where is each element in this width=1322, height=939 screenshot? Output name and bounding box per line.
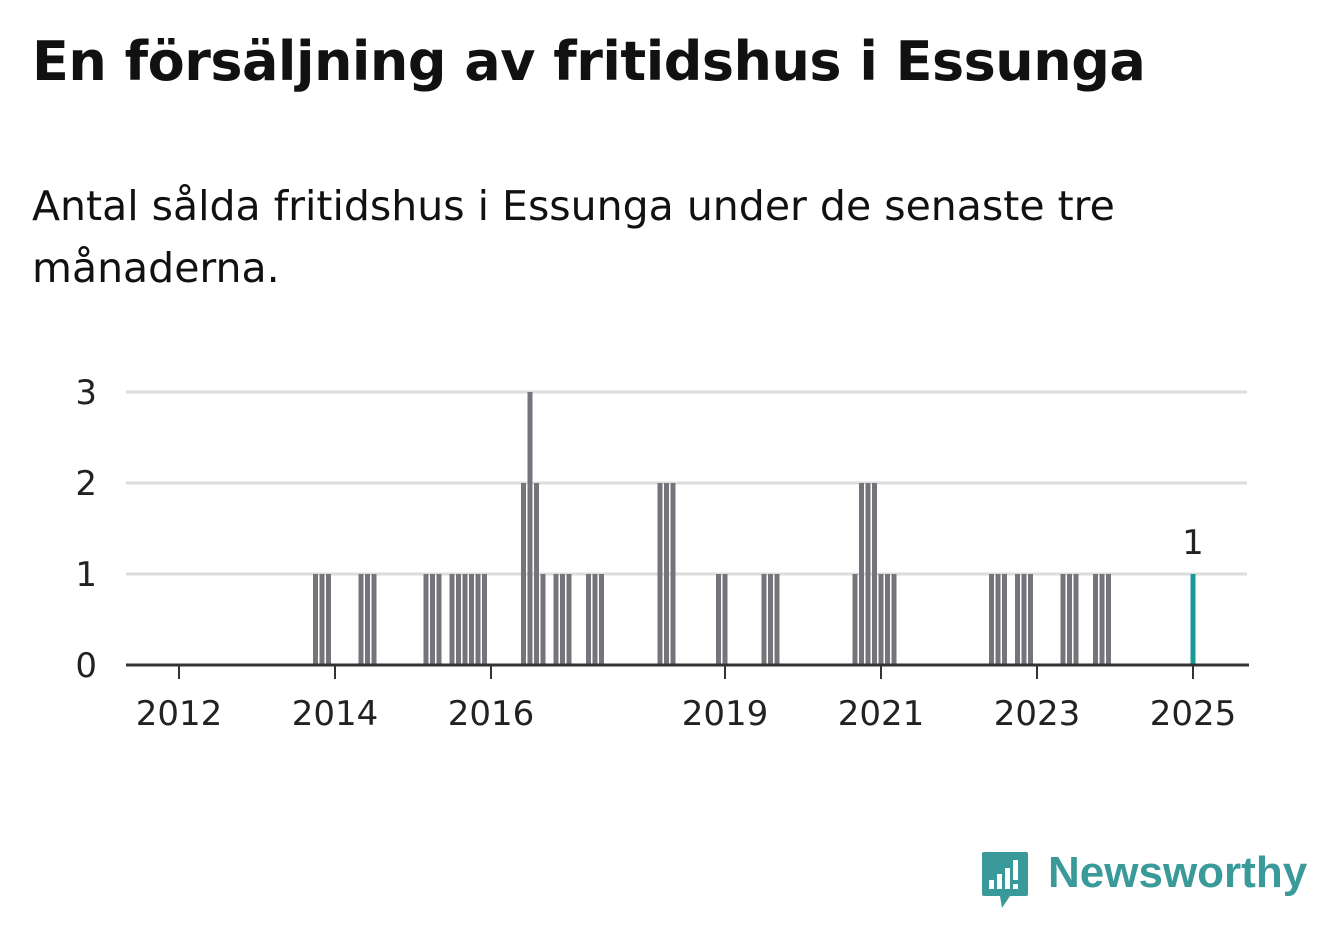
- bar: [761, 574, 767, 665]
- bar: [326, 574, 331, 665]
- bar: [670, 483, 676, 665]
- bar: [475, 574, 481, 665]
- bar: [1099, 574, 1105, 665]
- bar: [358, 574, 364, 665]
- bar: [540, 574, 546, 665]
- bar: [423, 574, 429, 665]
- bar: [865, 483, 871, 665]
- bar: [1060, 574, 1066, 665]
- x-tick-label: 2014: [292, 694, 379, 734]
- bar: [521, 483, 526, 665]
- bar: [1028, 574, 1033, 665]
- brand-name: Newsworthy: [1048, 848, 1308, 897]
- bar: [664, 483, 669, 665]
- y-tick-label: 1: [75, 555, 97, 595]
- bar: [534, 483, 539, 665]
- bar: [1106, 574, 1111, 665]
- x-tick-label: 2021: [838, 694, 925, 734]
- bar: [566, 574, 572, 665]
- bar: [462, 574, 468, 665]
- x-tick-label: 2019: [682, 694, 769, 734]
- bar: [878, 574, 884, 665]
- axes: [126, 663, 1249, 679]
- x-tick-label: 2023: [994, 694, 1081, 734]
- bar: [1073, 574, 1079, 665]
- bar: [436, 574, 442, 665]
- bar: [1015, 574, 1020, 665]
- bar: [1067, 574, 1072, 665]
- bar: [995, 574, 1001, 665]
- bar: [365, 574, 370, 665]
- bar: [560, 574, 565, 665]
- highlight-value-label: 1: [1182, 523, 1204, 563]
- bar: [371, 574, 377, 665]
- bar: [1021, 574, 1027, 665]
- bar: [872, 483, 877, 665]
- bar: [716, 574, 721, 665]
- bar: [1093, 574, 1098, 665]
- x-tick-label: 2016: [448, 694, 535, 734]
- x-tick-label: 2012: [136, 694, 223, 734]
- bar: [456, 574, 461, 665]
- bar-highlight: [1190, 574, 1196, 665]
- chart-subtitle: Antal sålda fritidshus i Essunga under d…: [32, 182, 1115, 292]
- bar: [592, 574, 598, 665]
- newsworthy-logo-icon: [982, 852, 1028, 908]
- y-tick-label: 2: [75, 464, 97, 504]
- y-tick-label: 3: [75, 373, 97, 413]
- bar: [527, 392, 533, 665]
- bar: [553, 574, 559, 665]
- bar: [852, 574, 858, 665]
- bars: [313, 392, 1196, 665]
- bar: [989, 574, 994, 665]
- bar: [430, 574, 435, 665]
- bar: [885, 574, 890, 665]
- y-tick-label: 0: [75, 646, 97, 686]
- bar: [768, 574, 773, 665]
- x-tick-label: 2025: [1150, 694, 1237, 734]
- bar: [449, 574, 455, 665]
- bar: [774, 574, 780, 665]
- bar: [657, 483, 663, 665]
- bar: [313, 574, 318, 665]
- labels: 0 1 2 3 1 2012 2014 2016 2019 2021 2023 2025: [75, 373, 1236, 734]
- bar: [482, 574, 487, 665]
- bar: [722, 574, 728, 665]
- bar: [1002, 574, 1007, 665]
- grid-lines: [126, 390, 1247, 576]
- bar: [319, 574, 325, 665]
- chart-title: En försäljning av fritidshus i Essunga: [32, 30, 1146, 93]
- bar: [891, 574, 897, 665]
- bar: [469, 574, 474, 665]
- bar: [859, 483, 864, 665]
- bar: [599, 574, 604, 665]
- bar: [586, 574, 591, 665]
